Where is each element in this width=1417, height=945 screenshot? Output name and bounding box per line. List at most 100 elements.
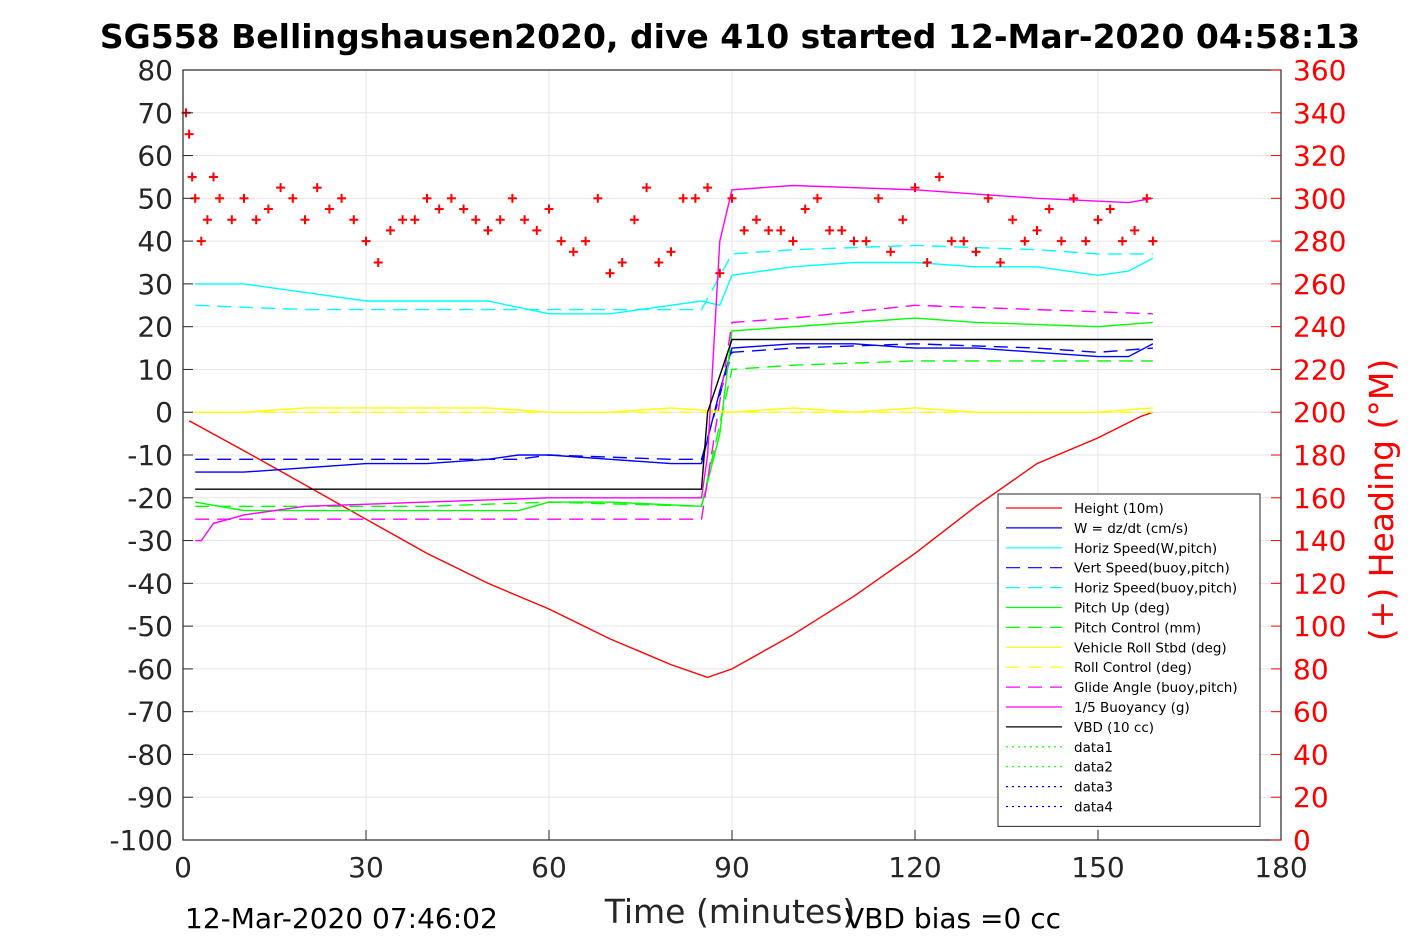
y-tick-label: 10 — [137, 353, 173, 386]
heading-point — [690, 193, 700, 203]
heading-point — [593, 193, 603, 203]
series-vert-speed-buoy-pitch — [195, 343, 1153, 460]
series-horiz-speed-buoy-pitch — [195, 244, 1153, 311]
right-tick-label: 340 — [1293, 97, 1346, 130]
heading-layer — [181, 108, 1158, 278]
heading-point — [422, 193, 432, 203]
x-tick-label: 60 — [531, 851, 567, 884]
series-1-5-buoyancy-g — [195, 184, 1154, 542]
right-tick-label: 240 — [1293, 311, 1346, 344]
heading-point — [703, 183, 713, 193]
y-tick-label: -80 — [127, 738, 173, 771]
right-tick-label: 280 — [1293, 225, 1346, 258]
y-tick-label: -60 — [127, 653, 173, 686]
heading-point — [617, 258, 627, 267]
heading-point — [666, 247, 676, 257]
legend-item: Horiz Speed(W,pitch) — [1006, 541, 1217, 557]
y-tick-label: -20 — [127, 482, 173, 515]
heading-point — [385, 225, 395, 235]
heading-point — [886, 247, 896, 257]
x-tick-label: 30 — [348, 851, 384, 884]
series-layer — [188, 184, 1154, 679]
legend-item: Vert Speed(buoy,pitch) — [1006, 561, 1230, 577]
x-tick-label: 180 — [1254, 851, 1307, 884]
y-tick-label: -50 — [127, 610, 173, 643]
heading-point — [544, 204, 554, 214]
heading-point — [556, 236, 566, 246]
heading-point — [873, 193, 883, 203]
heading-point — [1056, 236, 1066, 246]
heading-point — [642, 183, 652, 193]
heading-point — [459, 204, 469, 214]
legend-label: Pitch Up (deg) — [1074, 601, 1170, 617]
legend-item: Pitch Up (deg) — [1006, 601, 1170, 617]
heading-point — [215, 193, 225, 203]
legend-item: 1/5 Buoyancy (g) — [1006, 700, 1190, 716]
heading-point — [373, 258, 383, 267]
legend-label: data1 — [1074, 740, 1113, 756]
heading-point — [209, 172, 218, 182]
y-tick-label: -70 — [127, 696, 173, 729]
heading-point — [324, 204, 334, 214]
y-tick-label: 40 — [137, 225, 173, 258]
legend-box — [997, 493, 1261, 827]
heading-point — [361, 236, 371, 246]
right-tick-label: 0 — [1293, 824, 1311, 857]
legend-label: 1/5 Buoyancy (g) — [1074, 700, 1190, 716]
right-tick-label: 100 — [1293, 610, 1346, 643]
legend-item: Pitch Control (mm) — [1006, 620, 1201, 636]
heading-point — [251, 215, 261, 225]
heading-point — [1020, 236, 1030, 246]
heading-point — [825, 225, 835, 235]
legend-label: Vert Speed(buoy,pitch) — [1074, 561, 1230, 577]
heading-point — [764, 225, 774, 235]
heading-point — [300, 215, 310, 225]
legend-item: data2 — [1006, 760, 1113, 776]
heading-point — [1093, 215, 1103, 225]
heading-point — [312, 183, 322, 193]
heading-point — [727, 193, 737, 203]
heading-point — [861, 236, 871, 246]
legend-label: W = dz/dt (cm/s) — [1074, 521, 1188, 537]
heading-point — [751, 215, 761, 225]
heading-point — [739, 225, 749, 235]
series-height-10m — [188, 411, 1154, 679]
x-tick-label: 90 — [714, 851, 750, 884]
legend-item: Glide Angle (buoy,pitch) — [1006, 680, 1238, 696]
y-axis-right: 0 20 40 60 80 100 120 140 160 180 200 220 240 260 280 3… — [1271, 54, 1346, 857]
heading-point — [715, 268, 725, 278]
right-tick-label: 180 — [1293, 439, 1346, 472]
legend-item: W = dz/dt (cm/s) — [1006, 521, 1188, 537]
right-tick-label: 260 — [1293, 268, 1346, 301]
heading-point — [276, 183, 286, 193]
chart-title: SG558 Bellingshausen2020, dive 410 start… — [100, 17, 1360, 56]
y-tick-label: -30 — [127, 525, 173, 558]
legend-label: Horiz Speed(buoy,pitch) — [1074, 581, 1237, 597]
legend-label: Pitch Control (mm) — [1074, 620, 1201, 636]
heading-point — [471, 215, 481, 225]
heading-point — [800, 204, 810, 214]
heading-point — [898, 215, 908, 225]
heading-point — [776, 225, 786, 235]
right-tick-label: 80 — [1293, 653, 1329, 686]
heading-point — [410, 215, 420, 225]
x-axis: 0 30 60 90 120 150 180 — [174, 830, 1308, 884]
right-tick-label: 120 — [1293, 567, 1346, 600]
footer-vbd-bias: VBD bias =0 cc — [845, 902, 1061, 935]
y-tick-label: -10 — [127, 439, 173, 472]
heading-point — [202, 215, 212, 225]
y-tick-label: -90 — [127, 781, 173, 814]
heading-point — [971, 247, 981, 257]
heading-point — [1117, 236, 1127, 246]
heading-point — [227, 215, 237, 225]
series-glide-angle-buoy-pitch — [195, 304, 1153, 520]
x-tick-label: 150 — [1071, 851, 1124, 884]
right-tick-label: 60 — [1293, 696, 1329, 729]
legend-item: Roll Control (deg) — [1006, 660, 1192, 676]
heading-point — [605, 268, 615, 278]
heading-point — [922, 258, 932, 267]
heading-point — [520, 215, 530, 225]
heading-point — [507, 193, 517, 203]
x-tick-label: 120 — [888, 851, 941, 884]
